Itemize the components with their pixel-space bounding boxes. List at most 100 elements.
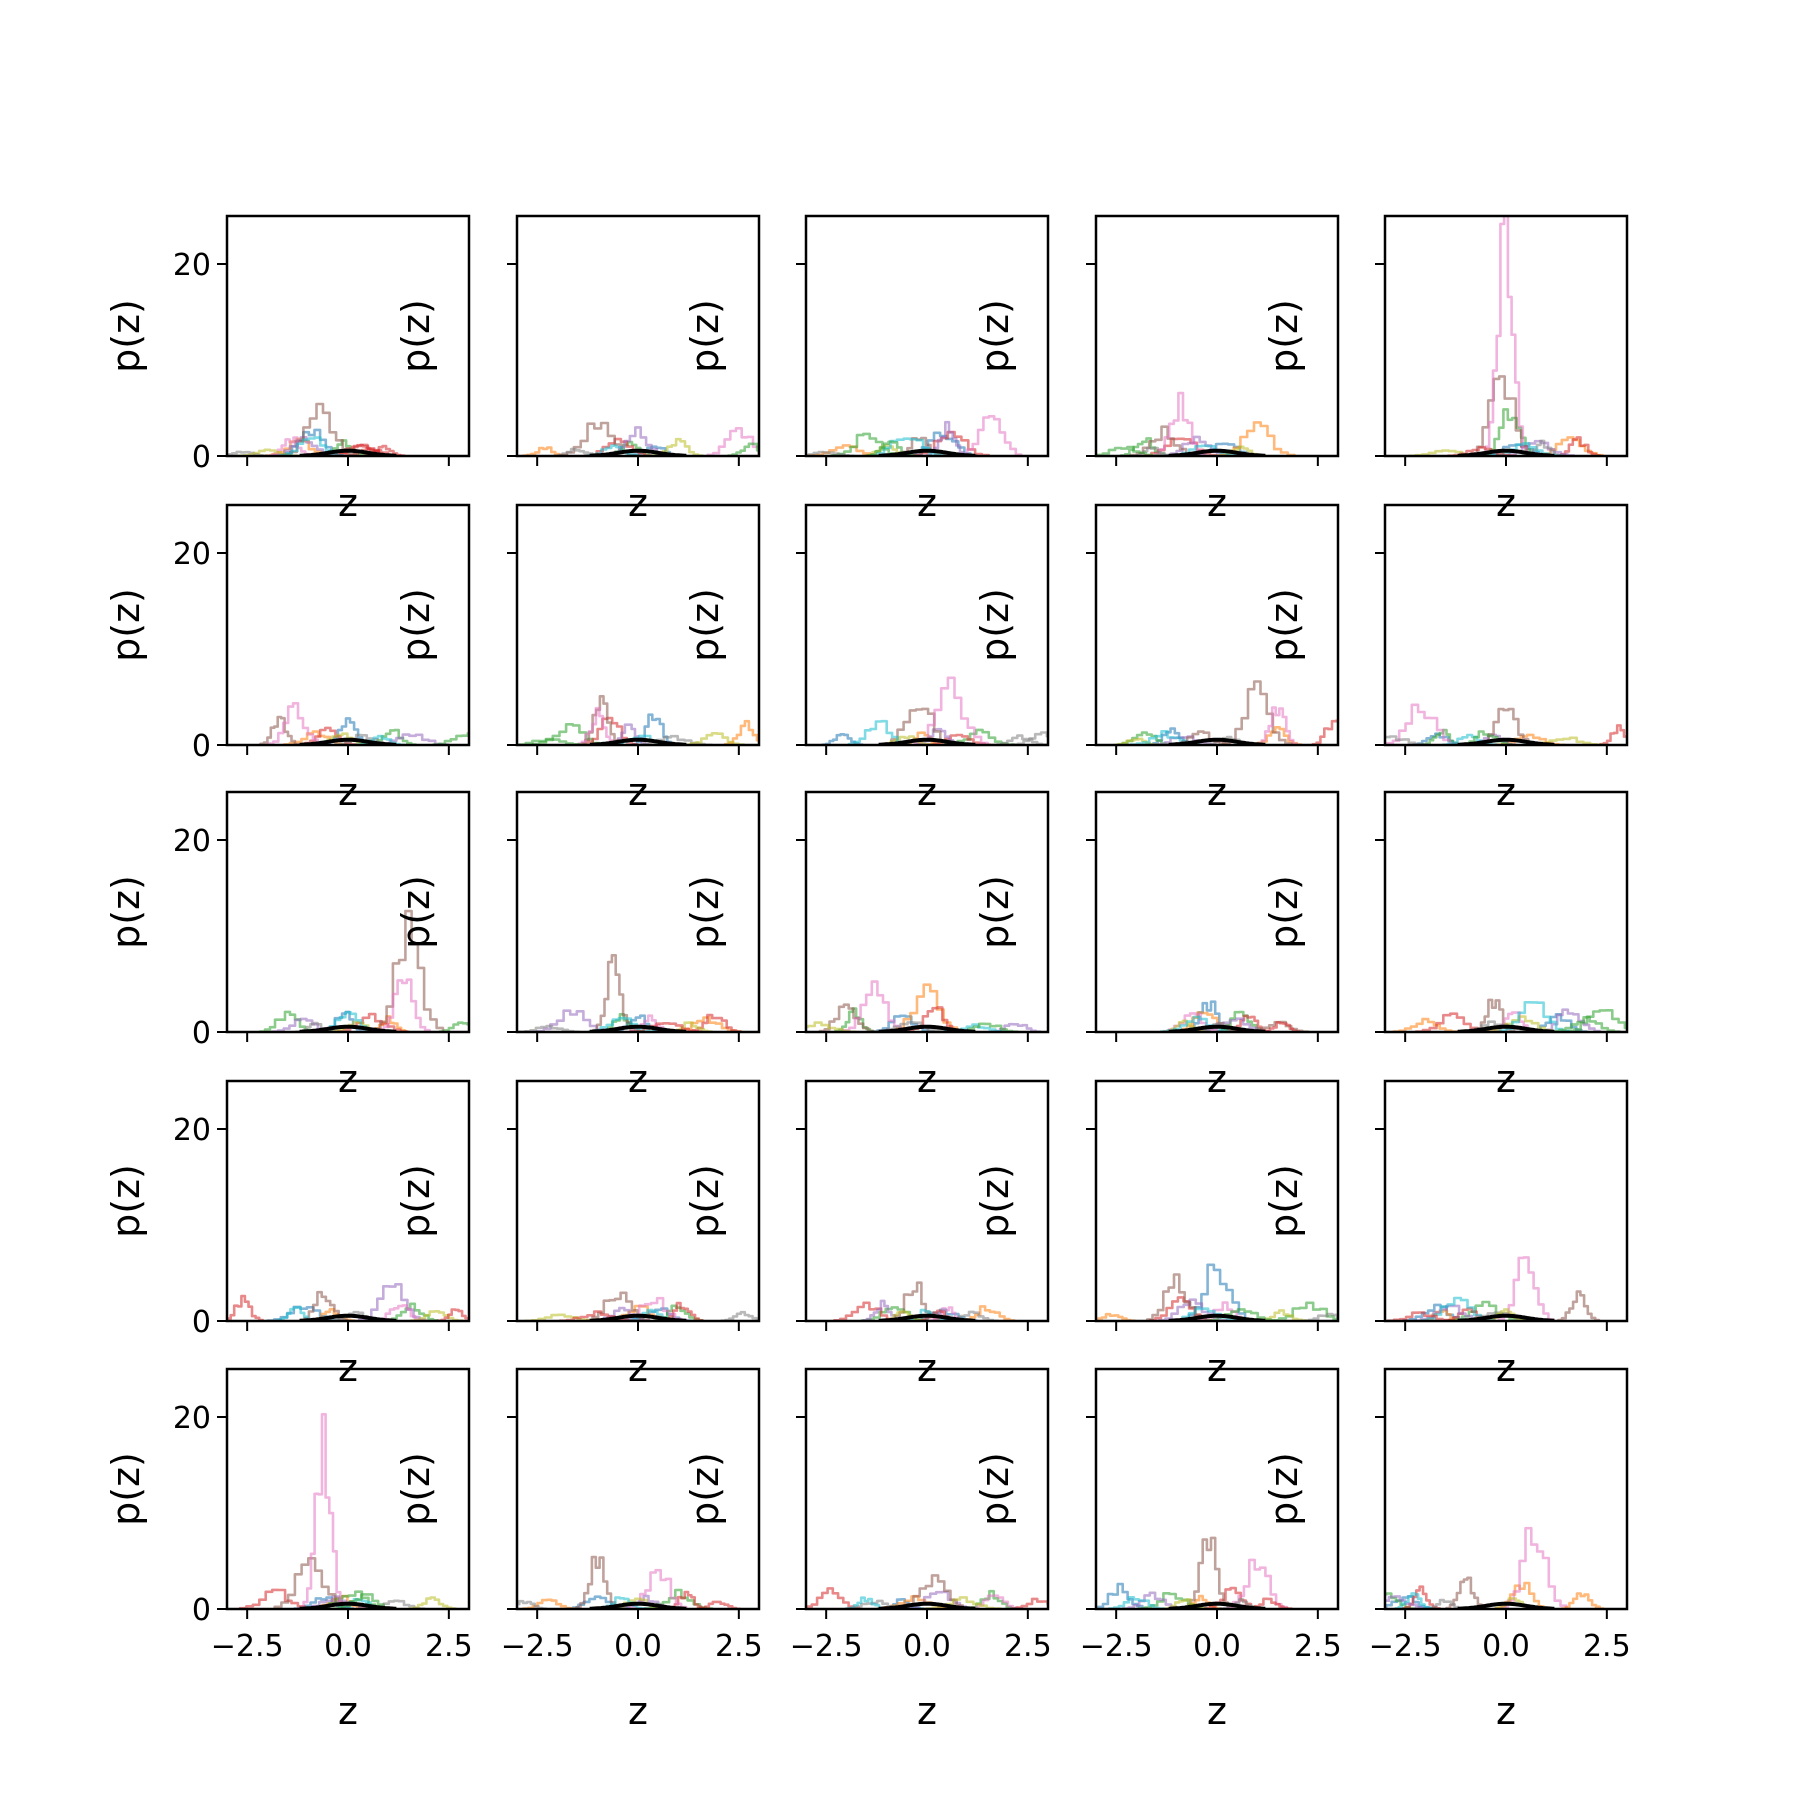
x-axis-label: z bbox=[628, 1689, 648, 1733]
series-line bbox=[1500, 1526, 1568, 1609]
x-axis-label: z bbox=[1207, 481, 1227, 525]
x-axis-label: z bbox=[1207, 1057, 1227, 1101]
y-axis-label: p(z) bbox=[1262, 1164, 1306, 1238]
overall-density-line bbox=[299, 1024, 397, 1032]
x-axis-label: z bbox=[628, 481, 648, 525]
panel-4-5: zp(z) bbox=[1262, 1079, 1629, 1390]
x-tick-label: 2.5 bbox=[425, 1629, 473, 1664]
series-line bbox=[580, 695, 624, 745]
plot-area bbox=[821, 676, 1048, 745]
y-axis-label: p(z) bbox=[394, 1164, 438, 1238]
series-line bbox=[706, 427, 759, 456]
x-tick-label: 0.0 bbox=[1193, 1629, 1241, 1664]
series-line bbox=[1557, 1290, 1601, 1321]
series-line bbox=[259, 715, 300, 745]
x-tick-label: 0.0 bbox=[614, 1629, 662, 1664]
plot-area bbox=[1159, 1000, 1310, 1032]
y-axis-label: p(z) bbox=[973, 1452, 1017, 1526]
panel-4-2: zp(z) bbox=[394, 1079, 761, 1390]
series-line bbox=[727, 442, 759, 456]
y-tick-label: 20 bbox=[173, 248, 211, 283]
x-tick-label: −2.5 bbox=[211, 1629, 284, 1664]
y-axis-label: p(z) bbox=[104, 875, 148, 949]
y-axis-label: p(z) bbox=[394, 299, 438, 373]
axes-frame bbox=[1383, 1367, 1629, 1611]
plot-area bbox=[524, 1291, 759, 1321]
panel-5-5: −2.5 0.0 2.5 z p(z) bbox=[1262, 1367, 1631, 1733]
axes-frame bbox=[1383, 214, 1629, 458]
axes-frame bbox=[1383, 1079, 1629, 1323]
overall-density-line bbox=[878, 1601, 976, 1609]
overall-density-line bbox=[878, 1024, 976, 1032]
plot-area bbox=[1113, 680, 1338, 745]
overall-density-line bbox=[589, 1313, 687, 1321]
overall-density-line bbox=[589, 1024, 687, 1032]
overall-density-line bbox=[299, 1601, 397, 1609]
series-line bbox=[1311, 719, 1338, 745]
plot-area bbox=[806, 980, 1042, 1032]
plot-area bbox=[1385, 1526, 1605, 1609]
plot-area bbox=[521, 421, 759, 456]
series-line bbox=[806, 1587, 861, 1609]
series-line bbox=[842, 980, 907, 1032]
series-line bbox=[1560, 1592, 1605, 1609]
overall-density-line bbox=[1168, 448, 1266, 456]
plot-area bbox=[517, 695, 759, 745]
y-tick-label: 0 bbox=[192, 440, 211, 475]
y-axis-label: p(z) bbox=[104, 1164, 148, 1238]
panel-1-4: z p(z) bbox=[973, 214, 1340, 525]
panel-2-3: zp(z) bbox=[683, 503, 1050, 814]
x-tick-label: 0.0 bbox=[1482, 1629, 1530, 1664]
y-axis-label: p(z) bbox=[394, 875, 438, 949]
panel-5-2: −2.5 0.0 2.5 z p(z) bbox=[394, 1367, 763, 1733]
x-tick-label: −2.5 bbox=[1080, 1629, 1153, 1664]
series-line bbox=[1385, 1595, 1429, 1609]
plot-area bbox=[259, 702, 469, 745]
panel-1-2: z p(z) bbox=[394, 214, 761, 525]
overall-density-line bbox=[1457, 1601, 1555, 1609]
y-tick-label: 0 bbox=[192, 1305, 211, 1340]
y-tick-label: 0 bbox=[192, 1593, 211, 1628]
plot-area bbox=[238, 1413, 457, 1609]
series-line bbox=[1271, 1301, 1338, 1321]
x-tick-label: 2.5 bbox=[1004, 1629, 1052, 1664]
x-axis-label: z bbox=[338, 1057, 358, 1101]
overall-density-line bbox=[589, 737, 687, 745]
overall-density-line bbox=[1168, 1024, 1266, 1032]
panel-3-5: z p(z) bbox=[1262, 790, 1629, 1101]
series-line bbox=[960, 415, 1023, 456]
y-axis-label: p(z) bbox=[394, 588, 438, 662]
plot-area bbox=[1407, 216, 1604, 456]
y-tick-label: 20 bbox=[173, 537, 211, 572]
y-tick-label: 20 bbox=[173, 824, 211, 859]
overall-density-line bbox=[589, 1601, 687, 1609]
overall-density-line bbox=[878, 737, 976, 745]
overall-density-line bbox=[1457, 1313, 1555, 1321]
series-line bbox=[372, 909, 445, 1032]
x-tick-label: −2.5 bbox=[1369, 1629, 1442, 1664]
plot-area bbox=[518, 954, 743, 1032]
y-tick-label: 20 bbox=[173, 1401, 211, 1436]
x-tick-label: 2.5 bbox=[1583, 1629, 1631, 1664]
y-axis-label: p(z) bbox=[1262, 1452, 1306, 1526]
series-line bbox=[1158, 1298, 1228, 1321]
series-line bbox=[302, 1413, 346, 1609]
plot-area bbox=[806, 1574, 1048, 1609]
x-tick-label: 0.0 bbox=[324, 1629, 372, 1664]
x-axis-label: z bbox=[628, 1057, 648, 1101]
x-tick-label: 2.5 bbox=[715, 1629, 763, 1664]
y-tick-label: 0 bbox=[192, 729, 211, 764]
x-axis-label: z bbox=[917, 481, 937, 525]
x-axis-label: z bbox=[1207, 1689, 1227, 1733]
y-axis-label: p(z) bbox=[973, 299, 1017, 373]
plot-area bbox=[1385, 703, 1627, 745]
overall-density-line bbox=[1457, 1024, 1555, 1032]
y-axis-label: p(z) bbox=[973, 875, 1017, 949]
x-tick-label: 0.0 bbox=[903, 1629, 951, 1664]
panel-1-5: z p(z) bbox=[1262, 214, 1629, 525]
y-axis-label: p(z) bbox=[683, 588, 727, 662]
series-line bbox=[378, 978, 431, 1032]
panel-3-3: z p(z) bbox=[683, 790, 1050, 1101]
plot-area bbox=[806, 415, 1023, 456]
